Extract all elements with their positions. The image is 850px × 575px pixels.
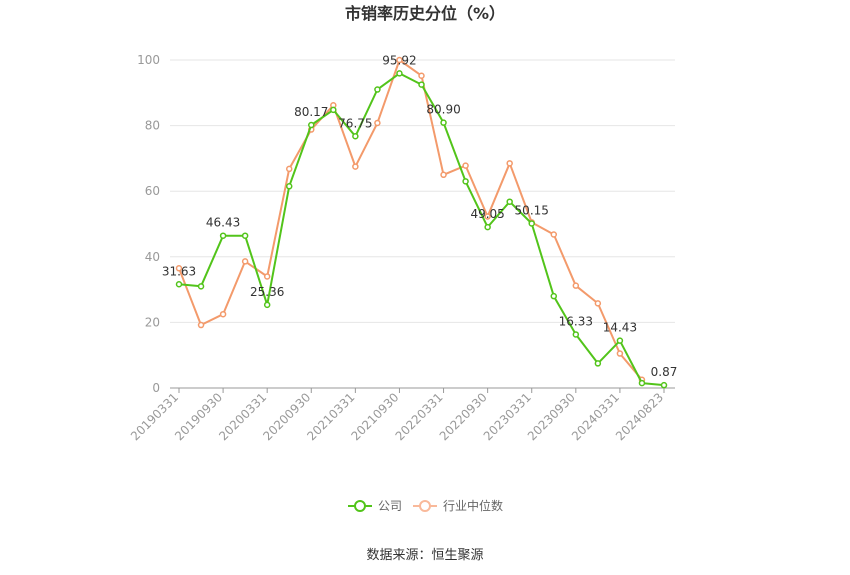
point-company-20220630 xyxy=(462,178,469,185)
legend-label-company: 公司 xyxy=(378,499,402,513)
data-source: 数据来源：恒生聚源 xyxy=(366,548,483,563)
legend-marker-company xyxy=(354,500,366,512)
point-industry-20190331 xyxy=(175,265,183,272)
point-industry-20220630 xyxy=(462,162,469,169)
point-company-20220930 xyxy=(484,223,491,231)
point-company-20210630 xyxy=(374,86,381,93)
legend-item-company[interactable]: 公司 xyxy=(348,499,402,513)
y-tick-label-80: 80 xyxy=(145,119,160,133)
data-label-20190930: 46.43 xyxy=(206,216,240,230)
data-label-20240823: 0.87 xyxy=(651,365,678,379)
point-industry-20200331 xyxy=(263,273,271,280)
point-company-20201231 xyxy=(330,106,337,114)
data-label-20240331: 14.43 xyxy=(603,321,637,335)
point-company-20240823 xyxy=(660,381,668,389)
data-label-20210930: 95.92 xyxy=(382,53,416,67)
point-company-20200331 xyxy=(263,301,271,309)
point-industry-20220331 xyxy=(440,171,447,179)
axes: 0204060801002019033120190930202003312020… xyxy=(128,53,675,443)
point-company-20190630 xyxy=(197,283,205,290)
point-company-20231231 xyxy=(594,360,602,367)
point-company-20240331 xyxy=(616,337,624,344)
point-company-20190331 xyxy=(175,281,183,288)
point-company-20191231 xyxy=(241,232,249,239)
legend-item-industry[interactable]: 行业中位数 xyxy=(413,498,503,513)
series-layer xyxy=(175,56,668,389)
point-industry-20190930 xyxy=(219,310,227,318)
point-company-20210331 xyxy=(352,133,359,140)
series-line-industry xyxy=(178,59,643,381)
point-company-20240630 xyxy=(638,379,646,387)
point-industry-20230930 xyxy=(572,282,580,289)
point-company-20230930 xyxy=(572,331,580,338)
point-company-20190930 xyxy=(219,232,227,239)
data-label-20220930: 49.05 xyxy=(470,207,504,221)
point-industry-20210331 xyxy=(352,163,359,170)
point-industry-20210930 xyxy=(396,56,403,64)
grid-lines xyxy=(170,59,675,323)
x-tick-label-20240823: 20240823 xyxy=(613,390,666,443)
data-label-20200930: 80.17 xyxy=(294,105,328,119)
legend-label-industry: 行业中位数 xyxy=(443,498,503,513)
y-tick-label-60: 60 xyxy=(145,184,160,198)
y-tick-label-20: 20 xyxy=(145,315,160,329)
data-label-20190331: 31.63 xyxy=(162,264,196,278)
point-company-20230331 xyxy=(528,220,535,227)
point-industry-20210630 xyxy=(374,119,381,127)
point-industry-20200630 xyxy=(285,165,293,173)
point-industry-20220930 xyxy=(484,213,491,220)
point-industry-20230630 xyxy=(550,231,558,238)
data-labels: 31.63 46.43 25.36 80.17 76.75 95.92 80.90 49.05… xyxy=(162,53,678,379)
point-industry-20240331 xyxy=(616,350,624,357)
point-company-20221231 xyxy=(506,198,513,205)
point-company-20211231 xyxy=(418,81,425,88)
point-industry-20211231 xyxy=(418,72,425,79)
data-label-20230930: 16.33 xyxy=(559,314,593,328)
y-tick-label-40: 40 xyxy=(145,250,160,264)
point-industry-20231231 xyxy=(594,300,602,307)
data-label-20230331: 50.15 xyxy=(515,204,549,218)
series-line-company xyxy=(178,72,665,387)
data-label-20220331: 80.90 xyxy=(426,103,460,117)
chart-title: 市销率历史分位（%） xyxy=(345,4,505,23)
point-industry-20190630 xyxy=(197,321,205,329)
legend-marker-industry xyxy=(419,500,431,512)
point-company-20200630 xyxy=(285,183,293,190)
data-label-20200331: 25.36 xyxy=(250,285,284,299)
data-label-20210331: 76.75 xyxy=(338,116,372,130)
point-company-20210930 xyxy=(396,70,403,77)
point-company-20200930 xyxy=(308,121,315,129)
y-tick-label-100: 100 xyxy=(137,53,160,67)
legend[interactable]: 公司 行业中位数 xyxy=(348,498,503,513)
point-company-20230630 xyxy=(550,292,558,300)
point-company-20220331 xyxy=(440,119,447,126)
point-industry-20191231 xyxy=(241,258,249,265)
y-tick-label-0: 0 xyxy=(152,381,160,395)
point-industry-20221231 xyxy=(506,160,513,167)
